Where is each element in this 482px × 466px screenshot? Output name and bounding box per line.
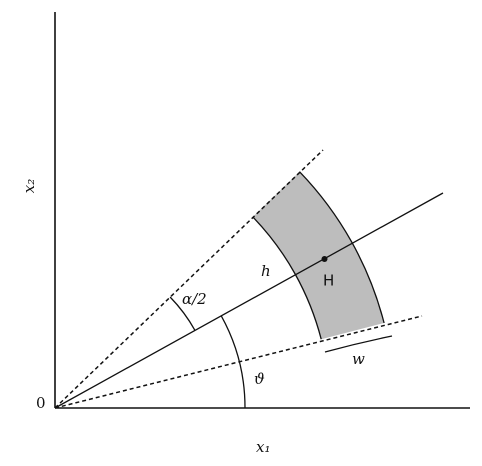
center-line <box>54 192 444 409</box>
lower-boundary <box>54 315 423 409</box>
upper-boundary <box>54 149 324 409</box>
inner-arc <box>252 216 322 340</box>
width-mark <box>324 335 393 353</box>
angle-arc <box>220 315 246 409</box>
point-h <box>321 256 328 262</box>
width-label: w <box>352 350 365 368</box>
angle-label: ϑ <box>254 370 265 388</box>
origin-label: 0 <box>36 394 46 412</box>
outer-arc <box>299 171 385 324</box>
x-axis-label: x₁ <box>256 438 270 456</box>
y-axis-label: x₂ <box>20 179 38 193</box>
point-label: H <box>323 272 334 290</box>
half-angle-arc <box>169 296 196 331</box>
height-label: h <box>261 262 271 280</box>
half-angle-label: α/2 <box>182 290 207 308</box>
region <box>252 171 385 340</box>
